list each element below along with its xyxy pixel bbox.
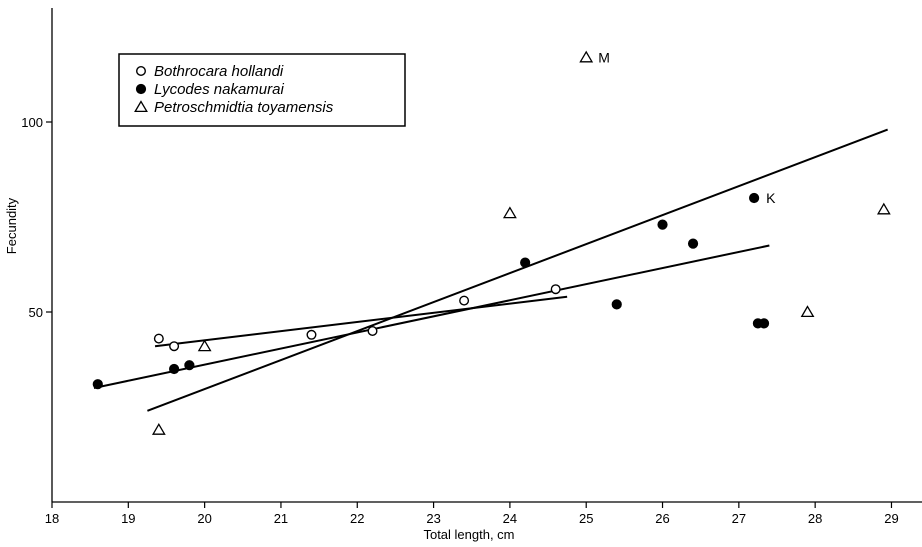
data-point [579,50,594,63]
data-point [151,423,166,435]
legend-box [118,53,406,127]
x-tick-label: 26 [655,511,669,526]
legend-label: Petroschmidtia toyamensis [154,99,334,116]
x-tick-label: 21 [274,511,288,526]
x-tick-label: 19 [121,511,135,526]
x-tick-label: 29 [884,511,898,526]
x-tick-label: 24 [503,511,517,526]
data-point [758,318,770,329]
x-axis-ticks: 18 19 20 21 22 23 24 25 26 27 28 29 [45,502,899,526]
legend-marker [135,65,146,76]
data-point [520,257,531,268]
point-annotation: M [598,49,610,65]
y-tick-label: 50 [29,305,43,320]
legend-marker [135,83,147,95]
data-point [800,305,815,318]
y-tick-label: 100 [21,115,43,130]
data-point [197,339,212,352]
x-tick-label: 27 [732,511,746,526]
x-tick-label: 28 [808,511,822,526]
data-point [306,329,317,340]
regression-line [154,295,568,348]
x-tick-label: 20 [197,511,211,526]
point-annotations: MK [598,49,776,206]
data-point [169,341,180,352]
data-point [184,360,195,371]
regression-line [147,128,889,412]
x-axis-title: Total length, cm [423,527,514,542]
data-points [92,50,891,435]
data-point [876,202,891,215]
legend-label: Lycodes nakamurai [154,81,284,98]
x-tick-label: 18 [45,511,59,526]
y-axis-ticks: 50 100 [21,115,52,320]
data-point [169,363,180,375]
x-tick-label: 23 [426,511,440,526]
data-point [367,326,378,337]
legend-marker [134,100,148,113]
data-point [749,192,760,204]
regression-line [93,244,770,389]
regression-lines [93,128,889,412]
x-tick-label: 22 [350,511,364,526]
data-point [459,295,470,306]
data-point [687,238,699,249]
data-point [611,299,622,310]
x-tick-label: 25 [579,511,593,526]
plot-frame [51,8,922,503]
data-point [657,219,668,230]
data-point [92,379,103,390]
data-point [550,284,561,295]
legend-label: Bothrocara hollandi [154,63,284,80]
point-annotation: K [766,190,776,206]
y-axis-title: Fecundity [4,197,19,254]
data-point [153,333,164,344]
data-point [502,206,517,219]
